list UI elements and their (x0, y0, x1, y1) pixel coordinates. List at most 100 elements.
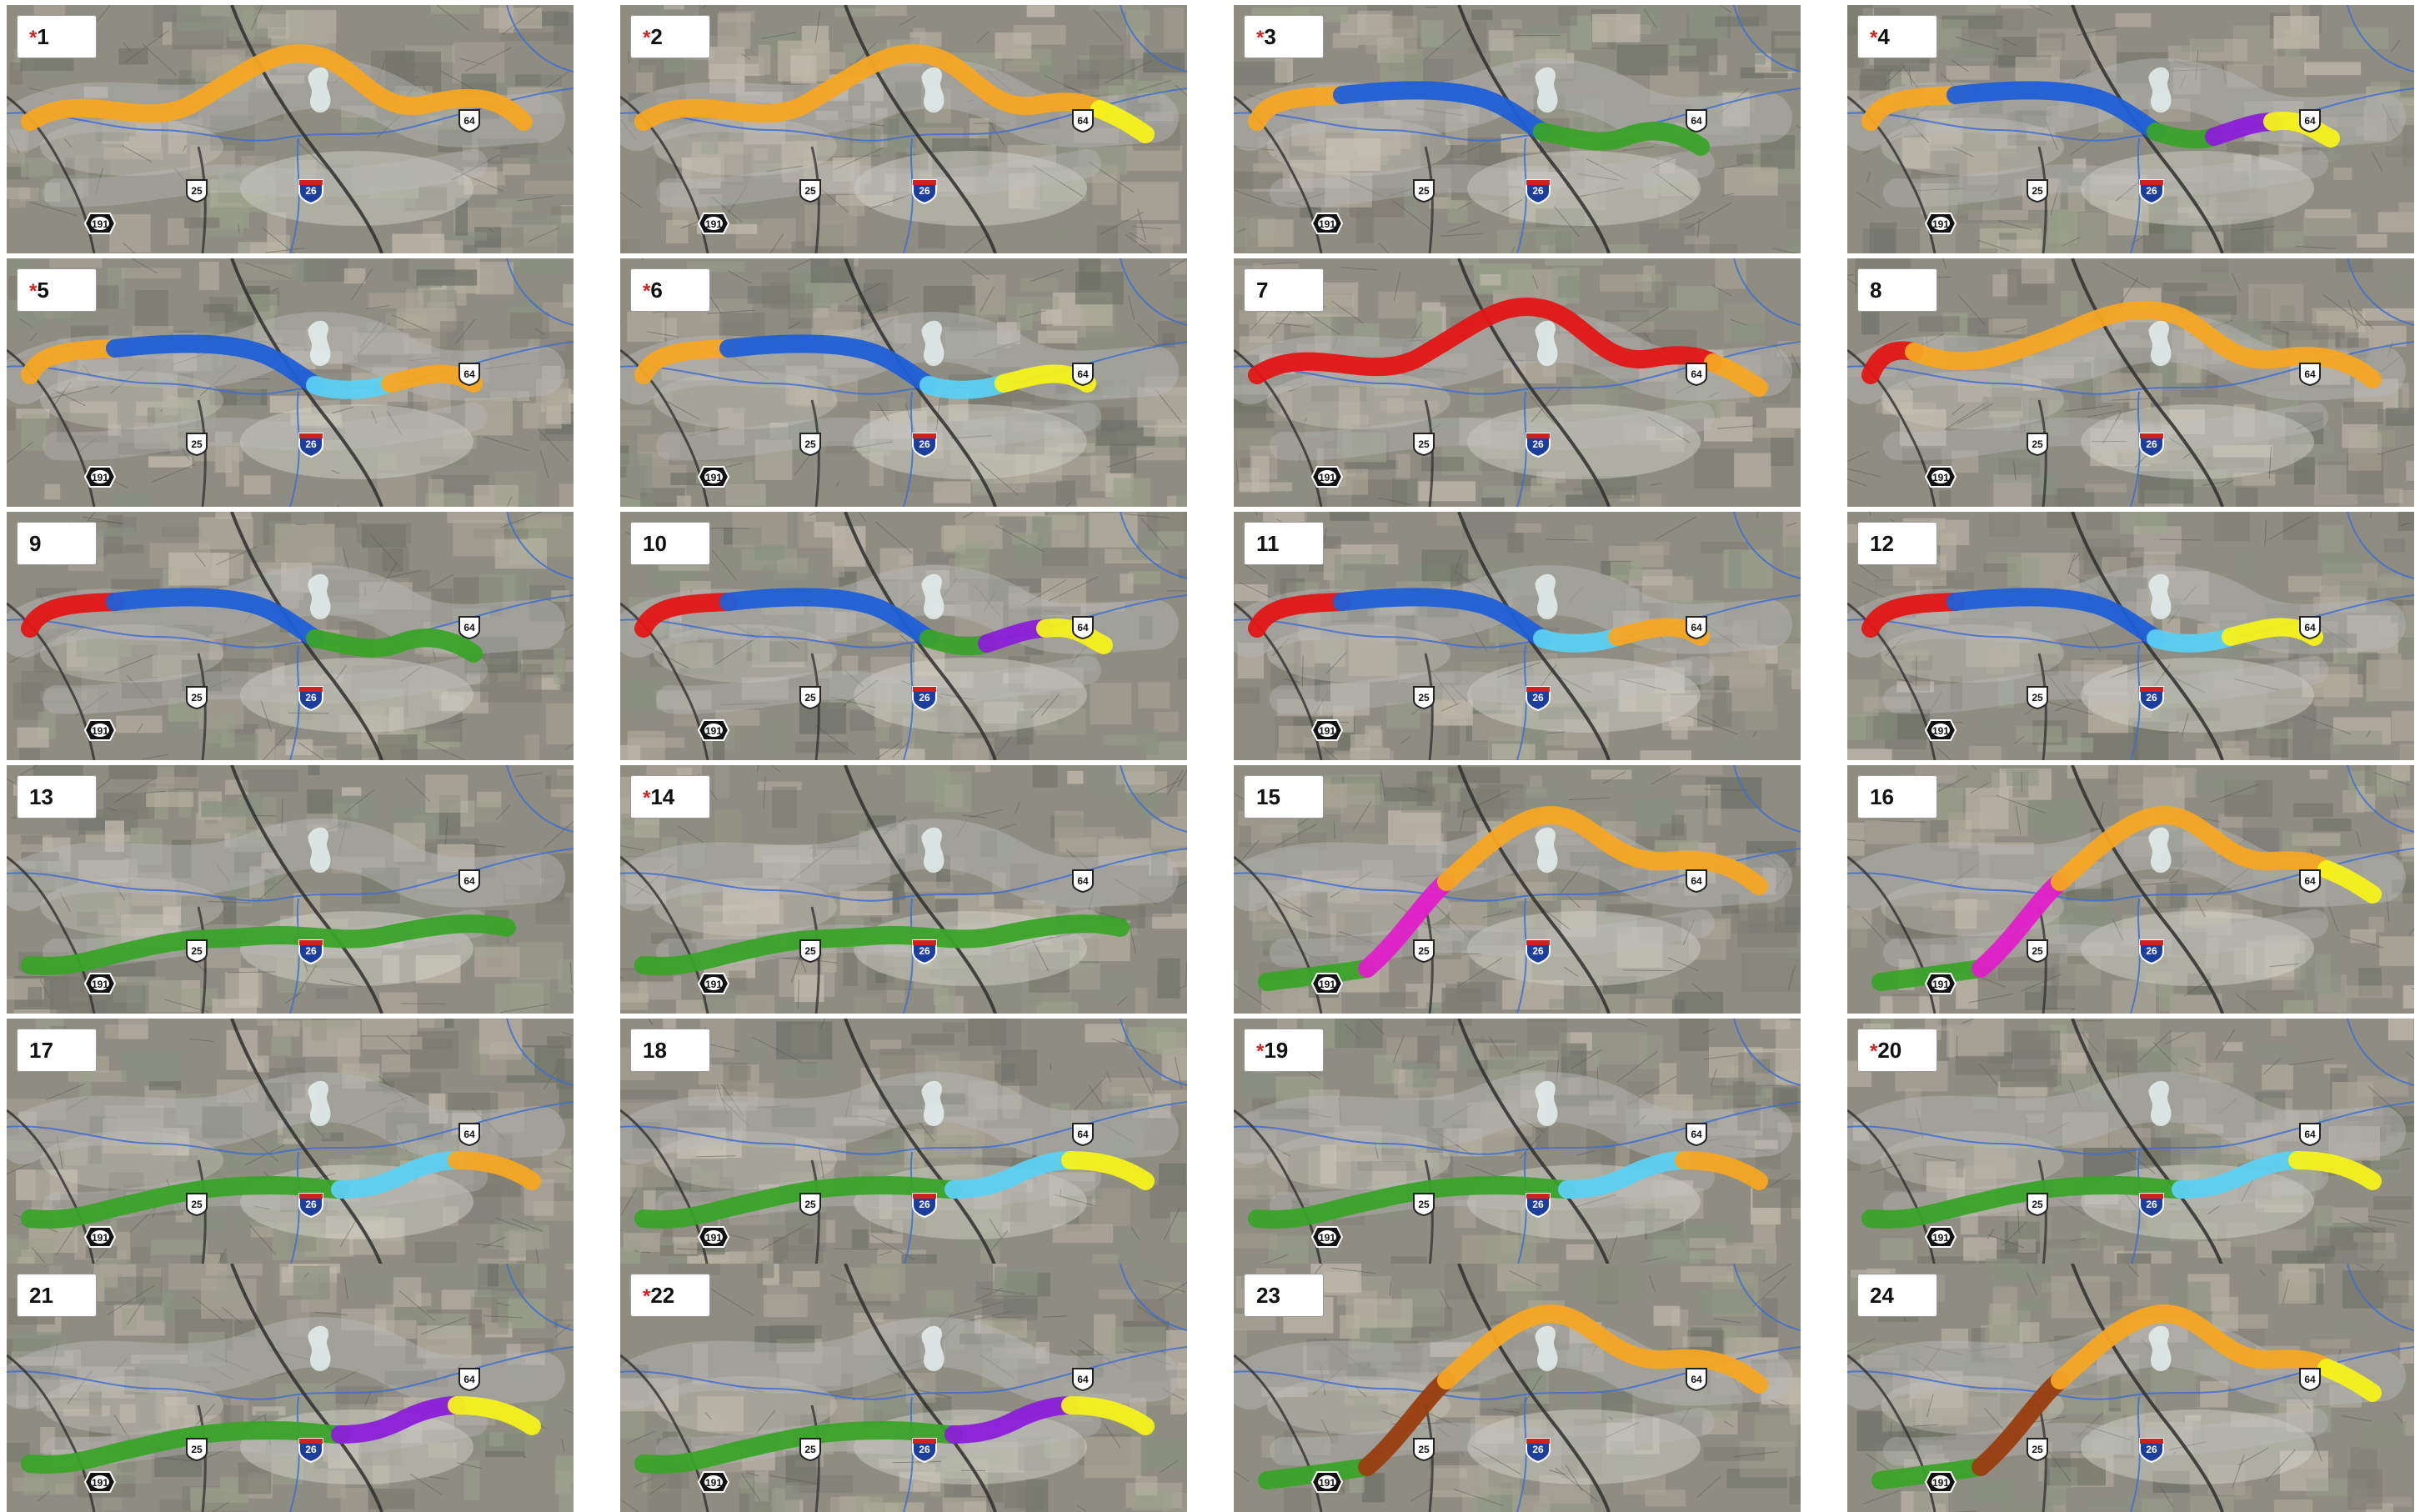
alternative-map-panel[interactable]: 64 26 25 191 8 (1847, 258, 2414, 507)
alternative-map-panel[interactable]: 64 26 25 191 16 (1847, 765, 2414, 1014)
aerial-map: 64 26 25 191 (7, 5, 574, 253)
alternative-map-panel[interactable]: 64 26 25 191 *14 (620, 765, 1187, 1014)
route-segment-orange (634, 339, 738, 384)
alternative-number-label: 23 (1244, 1274, 1324, 1317)
river (2347, 258, 2414, 326)
alternative-map-panel[interactable]: 64 26 25 191 9 (7, 512, 574, 760)
alternative-map-panel[interactable]: 64 26 25 191 13 (7, 765, 574, 1014)
alternative-number-label: *4 (1857, 15, 1937, 58)
alternative-number: 18 (643, 1038, 667, 1063)
svg-text:26: 26 (919, 1199, 930, 1210)
route-segment-cyan (2147, 628, 2240, 653)
study-corridor (43, 403, 488, 461)
alternative-number-label: 7 (1244, 268, 1324, 312)
alternative-map-panel[interactable]: 64 26 25 191 11 (1234, 512, 1801, 760)
interstate-line (844, 5, 997, 253)
route-segment-yellow (1061, 1396, 1155, 1435)
study-corridor (1270, 403, 1715, 461)
us-64-shield-icon: 64 (458, 869, 480, 894)
nc-191-shield-icon: 191 (697, 719, 730, 741)
us-25-shield-icon: 25 (1413, 939, 1435, 964)
svg-text:64: 64 (2304, 1129, 2316, 1140)
us-25-shield-icon: 25 (1413, 433, 1435, 457)
interstate-26-shield-icon: 26 (2139, 1438, 2164, 1464)
nc-191-shield-icon: 191 (83, 213, 117, 234)
route-segment-orange (1248, 86, 1351, 131)
interstate-line (1457, 765, 1611, 1014)
svg-text:25: 25 (191, 945, 203, 957)
alternative-map-panel[interactable]: 64 26 25 191 7 (1234, 258, 1801, 507)
svg-text:191: 191 (1319, 218, 1335, 230)
alternative-number-label: *22 (630, 1274, 710, 1317)
nc-191-shield-icon: 191 (83, 1226, 117, 1248)
route-segment-orange (634, 44, 1109, 131)
alternative-map-panel[interactable]: 64 26 25 191 *4 (1847, 5, 2414, 253)
study-corridor (1270, 909, 1715, 968)
route-segment-green (21, 914, 516, 975)
svg-text:64: 64 (463, 622, 475, 633)
route-segment-orange (1704, 353, 1768, 397)
svg-text:25: 25 (2032, 438, 2043, 450)
aerial-map: 64 26 25 191 (7, 1264, 574, 1512)
alternative-map-panel[interactable]: 64 26 25 191 15 (1234, 765, 1801, 1014)
alternative-map-panel[interactable]: 64 26 25 191 12 (1847, 512, 2414, 760)
alternative-map-panel[interactable]: 64 26 25 191 *1 (7, 5, 574, 253)
alternative-map-panel[interactable]: 64 26 25 191 *22 (620, 1264, 1187, 1512)
svg-text:191: 191 (92, 472, 108, 483)
nc-191-shield-icon: 191 (1924, 213, 1957, 234)
alternative-map-panel[interactable]: 64 26 25 191 *5 (7, 258, 574, 507)
svg-text:191: 191 (92, 725, 108, 737)
route-segment-orange (2051, 1304, 2336, 1389)
svg-text:64: 64 (1077, 1129, 1089, 1140)
alternative-map-panel[interactable]: 64 26 25 191 18 (620, 1019, 1187, 1267)
aerial-map: 64 26 25 191 (1234, 258, 1801, 507)
route-segment-cyan (1533, 628, 1626, 653)
study-corridor (656, 656, 1101, 714)
lake (921, 67, 944, 113)
river (1733, 5, 1801, 73)
route-segment-green (1248, 1176, 1576, 1229)
svg-text:26: 26 (305, 1444, 317, 1455)
svg-text:64: 64 (463, 1129, 475, 1140)
route-segment-cyan (944, 1151, 1080, 1199)
alternative-number-label: 24 (1857, 1274, 1937, 1317)
us-25-shield-icon: 25 (186, 1438, 208, 1462)
alternative-map-panel[interactable]: 64 26 25 191 *19 (1234, 1019, 1801, 1267)
svg-text:191: 191 (705, 725, 722, 737)
svg-text:191: 191 (1932, 472, 1949, 483)
route-segment-brown (1972, 1371, 2069, 1476)
alternative-map-panel[interactable]: 64 26 25 191 *3 (1234, 5, 1801, 253)
aerial-texture (7, 765, 574, 1014)
interstate-line (230, 5, 383, 253)
aerial-texture (7, 1264, 574, 1512)
aerial-texture (620, 765, 1187, 1014)
alternative-map-panel[interactable]: 64 26 25 191 21 (7, 1264, 574, 1512)
us-64-shield-icon: 64 (1686, 1368, 1707, 1392)
alternative-map-panel[interactable]: 64 26 25 191 *2 (620, 5, 1187, 253)
lake (2148, 827, 2172, 874)
alternative-map-panel[interactable]: 64 26 25 191 10 (620, 512, 1187, 760)
us-25-shield-icon: 25 (1413, 1193, 1435, 1217)
preferred-star-icon: * (29, 27, 38, 49)
route-segment-yellow (2317, 1359, 2382, 1402)
us-64-shield-icon: 64 (1686, 1123, 1707, 1147)
lake (2148, 573, 2172, 620)
nc-191-shield-icon: 191 (1310, 213, 1344, 234)
alternative-map-panel[interactable]: 64 26 25 191 *6 (620, 258, 1187, 507)
river (506, 258, 574, 326)
route-segment-green (1861, 1176, 2190, 1229)
preferred-star-icon: * (643, 787, 651, 809)
alternative-map-panel[interactable]: 64 26 25 191 24 (1847, 1264, 2414, 1512)
interstate-line (230, 512, 383, 760)
route-segment-red (1861, 593, 1965, 638)
interstate-line (2071, 1264, 2224, 1512)
study-corridor (43, 149, 488, 208)
river (2347, 5, 2414, 73)
alternative-number: 13 (29, 784, 53, 809)
aerial-map: 64 26 25 191 (1847, 258, 2414, 507)
alternative-map-panel[interactable]: 64 26 25 191 17 (7, 1019, 574, 1267)
route-segment-green (634, 1176, 963, 1229)
alternative-map-panel[interactable]: 64 26 25 191 *20 (1847, 1019, 2414, 1267)
svg-text:25: 25 (1418, 1444, 1430, 1455)
alternative-map-panel[interactable]: 64 26 25 191 23 (1234, 1264, 1801, 1512)
